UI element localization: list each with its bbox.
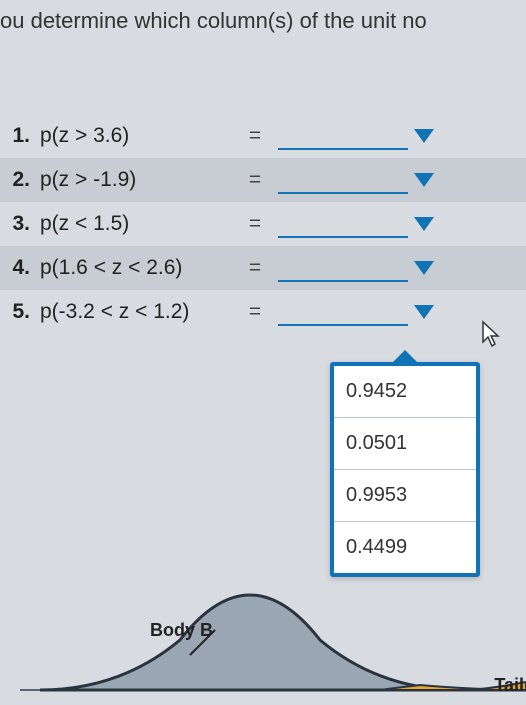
equals-sign: = — [240, 168, 270, 192]
answer-blank[interactable] — [278, 122, 408, 150]
question-row: 4. p(1.6 < z < 2.6) = — [0, 246, 526, 290]
tail-label: Tail — [494, 675, 524, 696]
dropdown-option[interactable]: 0.0501 — [334, 418, 476, 470]
curve-body — [40, 595, 460, 690]
chevron-down-icon[interactable] — [414, 261, 434, 275]
chevron-down-icon[interactable] — [414, 173, 434, 187]
question-expression: p(z < 1.5) — [40, 212, 240, 236]
question-expression: p(-3.2 < z < 1.2) — [40, 300, 240, 324]
question-row: 5. p(-3.2 < z < 1.2) = — [0, 290, 526, 334]
curve-svg — [0, 490, 526, 700]
equals-sign: = — [240, 300, 270, 324]
answer-blank[interactable] — [278, 166, 408, 194]
question-expression: p(z > -1.9) — [40, 168, 240, 192]
question-number: 3. — [0, 212, 40, 236]
answer-blank[interactable] — [278, 210, 408, 238]
normal-curve-diagram: Body B Tail — [0, 490, 526, 700]
answer-blank[interactable] — [278, 298, 408, 326]
equals-sign: = — [240, 212, 270, 236]
equals-sign: = — [240, 256, 270, 280]
body-b-label: Body B — [150, 620, 213, 641]
question-number: 2. — [0, 168, 40, 192]
question-number: 5. — [0, 300, 40, 324]
instruction-text: ou determine which column(s) of the unit… — [0, 0, 526, 34]
cursor-icon — [480, 320, 502, 348]
question-number: 1. — [0, 124, 40, 148]
question-row: 3. p(z < 1.5) = — [0, 202, 526, 246]
question-list: 1. p(z > 3.6) = 2. p(z > -1.9) = 3. p(z … — [0, 114, 526, 334]
question-row: 1. p(z > 3.6) = — [0, 114, 526, 158]
chevron-down-icon[interactable] — [414, 217, 434, 231]
question-number: 4. — [0, 256, 40, 280]
answer-blank[interactable] — [278, 254, 408, 282]
question-row: 2. p(z > -1.9) = — [0, 158, 526, 202]
question-expression: p(1.6 < z < 2.6) — [40, 256, 240, 280]
chevron-down-icon[interactable] — [414, 129, 434, 143]
chevron-down-icon[interactable] — [414, 305, 434, 319]
equals-sign: = — [240, 124, 270, 148]
dropdown-option[interactable]: 0.9452 — [334, 366, 476, 418]
question-expression: p(z > 3.6) — [40, 124, 240, 148]
